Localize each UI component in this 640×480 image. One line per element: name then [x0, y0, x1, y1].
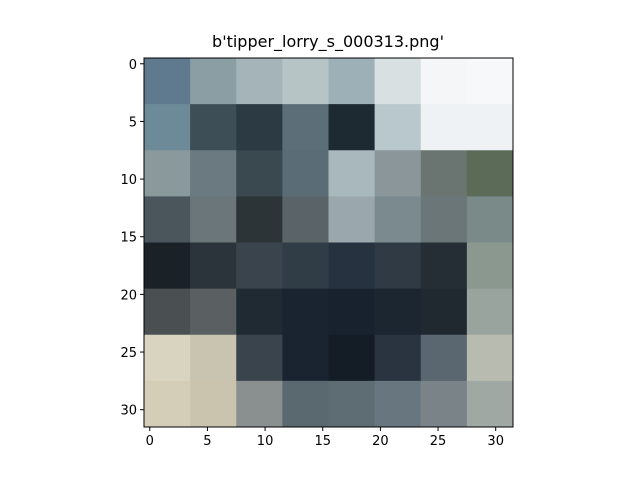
- image-block: [374, 150, 422, 197]
- chart-title: b'tipper_lorry_s_000313.png': [212, 32, 444, 52]
- image-block: [374, 58, 422, 105]
- image-block: [190, 242, 237, 290]
- image-block: [420, 288, 468, 336]
- y-tick-label: 0: [129, 58, 137, 73]
- image-block: [236, 334, 283, 382]
- image-block: [144, 288, 191, 336]
- image-block: [374, 288, 422, 336]
- image-block: [144, 150, 191, 197]
- image-block: [144, 104, 191, 151]
- image-block: [144, 242, 191, 290]
- image-block: [236, 380, 283, 428]
- image-block: [328, 104, 376, 151]
- image-block: [328, 58, 376, 105]
- y-tick-label: 30: [120, 404, 137, 419]
- x-tick-label: 20: [372, 434, 389, 449]
- x-tick-label: 30: [487, 434, 504, 449]
- image-block: [374, 196, 422, 243]
- y-tick-label: 10: [120, 173, 137, 188]
- image-block: [328, 288, 376, 336]
- image-block: [236, 104, 283, 151]
- image-block: [144, 58, 191, 105]
- image-block: [420, 242, 468, 290]
- image-block: [282, 288, 329, 336]
- image-block: [374, 242, 422, 290]
- image-block: [420, 334, 468, 382]
- image-block: [190, 58, 237, 105]
- image-block: [466, 196, 514, 243]
- image-block: [328, 380, 376, 428]
- image-block: [374, 334, 422, 382]
- image-block: [282, 380, 329, 428]
- image-block: [374, 380, 422, 428]
- image: [144, 58, 514, 428]
- image-block: [282, 196, 329, 243]
- image-block: [420, 58, 468, 105]
- image-block: [374, 104, 422, 151]
- image-block: [466, 380, 514, 428]
- image-block: [466, 334, 514, 382]
- x-tick-label: 25: [430, 434, 447, 449]
- image-block: [144, 380, 191, 428]
- image-block: [328, 242, 376, 290]
- image-block: [282, 150, 329, 197]
- image-block: [236, 242, 283, 290]
- y-tick-label: 15: [120, 231, 137, 246]
- y-tick-label: 20: [120, 288, 137, 303]
- image-block: [466, 58, 514, 105]
- image-block: [420, 196, 468, 243]
- image-block: [466, 150, 514, 197]
- axes-frame: [143, 57, 514, 428]
- image-block: [236, 288, 283, 336]
- image-block: [466, 104, 514, 151]
- image-block: [236, 58, 283, 105]
- image-block: [420, 150, 468, 197]
- image-block: [466, 242, 514, 290]
- image-block: [466, 288, 514, 336]
- image-block: [190, 334, 237, 382]
- image-block: [190, 380, 237, 428]
- x-tick-label: 5: [203, 434, 211, 449]
- image-block: [282, 104, 329, 151]
- x-tick-label: 0: [146, 434, 154, 449]
- image-block: [282, 58, 329, 105]
- image-block: [144, 334, 191, 382]
- image-block: [328, 334, 376, 382]
- y-tick-label: 25: [120, 346, 137, 361]
- image-block: [328, 196, 376, 243]
- image-block: [144, 196, 191, 243]
- image-block: [420, 104, 468, 151]
- image-block: [190, 150, 237, 197]
- image-block: [190, 288, 237, 336]
- y-tick-label: 5: [129, 115, 137, 130]
- image-block: [420, 380, 468, 428]
- x-tick-label: 15: [314, 434, 331, 449]
- image-block: [190, 196, 237, 243]
- image-block: [328, 150, 376, 197]
- image-block: [236, 196, 283, 243]
- image-block: [282, 334, 329, 382]
- image-block: [236, 150, 283, 197]
- image-block: [282, 242, 329, 290]
- x-tick-label: 10: [257, 434, 274, 449]
- image-block: [190, 104, 237, 151]
